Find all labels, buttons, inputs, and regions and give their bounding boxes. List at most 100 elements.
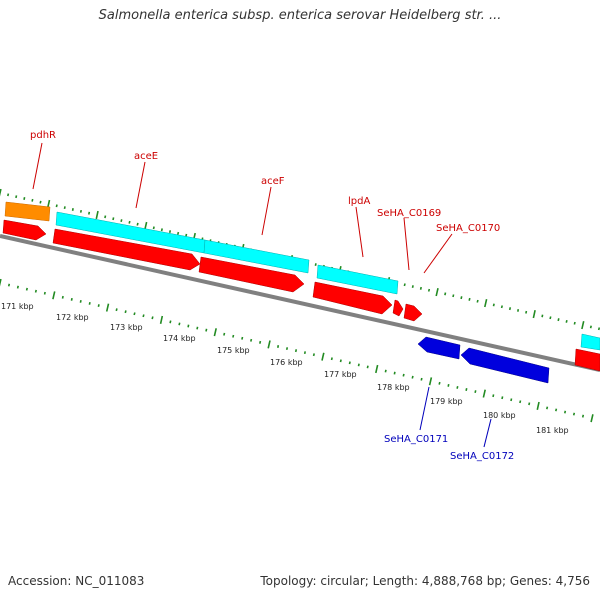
minor-tick (168, 230, 172, 233)
feature-bar-right[interactable] (580, 333, 600, 351)
minor-tick (88, 302, 91, 305)
minor-tick (572, 412, 576, 416)
feature-bar-lpdA[interactable] (316, 264, 399, 295)
leader-SeHA_C0171 (419, 386, 430, 431)
minor-tick (339, 359, 342, 363)
minor-tick (112, 217, 115, 221)
minor-tick (517, 309, 520, 312)
minor-tick (528, 402, 531, 406)
major-tick (159, 315, 164, 324)
minor-tick (61, 295, 64, 299)
gene-label-SeHA_C0170[interactable]: SeHA_C0170 (436, 223, 500, 234)
cds-arrow-pdhR[interactable] (2, 219, 47, 241)
kbp-label: 178 kbp (377, 383, 410, 392)
minor-tick (223, 332, 226, 336)
kbp-label: 181 kbp (536, 426, 569, 435)
kbp-label: 171 kbp (1, 302, 34, 311)
cds-arrow-aceF[interactable] (198, 256, 305, 293)
minor-tick (589, 325, 592, 329)
minor-tick (25, 287, 28, 291)
major-tick (581, 321, 585, 330)
minor-tick (115, 308, 118, 312)
minor-tick (79, 209, 82, 213)
minor-tick (120, 219, 123, 222)
minor-tick (277, 345, 280, 348)
major-tick (267, 340, 271, 349)
leader-lpdA (355, 206, 364, 258)
cds-arrow-SeHA_C0171[interactable] (417, 336, 461, 360)
minor-tick (250, 338, 253, 342)
cds-arrow-right[interactable] (574, 348, 600, 372)
cds-arrow-SeHA_C0172[interactable] (460, 347, 550, 384)
minor-tick (357, 363, 360, 367)
leader-SeHA_C0169 (403, 217, 410, 271)
kbp-label: 174 kbp (163, 334, 196, 343)
minor-tick (303, 351, 306, 355)
minor-tick (185, 233, 188, 237)
minor-tick (564, 410, 567, 414)
minor-tick (7, 193, 10, 197)
misc-feature-bar[interactable] (4, 201, 51, 222)
kbp-label: 172 kbp (56, 313, 89, 322)
gene-label-lpdA[interactable]: lpdA (348, 196, 370, 207)
minor-tick (427, 288, 431, 292)
minor-tick (196, 326, 199, 330)
gene-label-SeHA_C0169[interactable]: SeHA_C0169 (377, 208, 441, 219)
minor-tick (241, 336, 244, 340)
minor-tick (128, 220, 131, 224)
cds-arrow-SeHA_C0170[interactable] (403, 303, 423, 322)
minor-tick (136, 222, 139, 226)
minor-tick (31, 198, 34, 202)
minor-tick (160, 228, 163, 232)
major-tick (532, 310, 536, 319)
minor-tick (500, 305, 503, 309)
minor-tick (525, 310, 528, 314)
major-tick (435, 288, 439, 297)
cds-arrow-SeHA_C0169[interactable] (392, 299, 404, 317)
genome-backbone (0, 234, 600, 372)
major-tick (0, 188, 2, 197)
gene-label-aceE[interactable]: aceE (134, 151, 158, 162)
minor-tick (63, 206, 66, 210)
feature-bar-aceF[interactable] (203, 239, 310, 274)
cds-arrow-lpdA[interactable] (312, 281, 393, 315)
topology-summary: Topology: circular; Length: 4,888,768 bp… (260, 574, 590, 588)
major-tick (484, 299, 488, 308)
minor-tick (55, 204, 58, 208)
minor-tick (419, 286, 422, 290)
kbp-label: 175 kbp (217, 346, 250, 355)
minor-tick (420, 377, 423, 381)
cds-arrow-aceE[interactable] (52, 228, 201, 271)
gene-label-aceF[interactable]: aceF (261, 176, 285, 187)
minor-tick (348, 361, 351, 365)
leader-aceE (135, 161, 146, 209)
minor-tick (452, 294, 455, 298)
gene-label-pdhR[interactable]: pdhR (30, 130, 56, 141)
minor-tick (23, 197, 26, 200)
minor-tick (581, 414, 585, 418)
major-tick (482, 389, 486, 398)
minor-tick (259, 340, 262, 344)
gene-label-SeHA_C0171[interactable]: SeHA_C0171 (384, 434, 448, 445)
minor-tick (555, 408, 558, 412)
kbp-label: 173 kbp (110, 323, 143, 332)
minor-tick (187, 324, 190, 328)
minor-tick (438, 381, 441, 385)
minor-tick (169, 320, 172, 324)
minor-tick (384, 369, 387, 373)
minor-tick (546, 406, 549, 410)
minor-tick (573, 321, 576, 325)
minor-tick (447, 383, 450, 387)
minor-tick (39, 200, 42, 204)
minor-tick (151, 316, 154, 320)
minor-tick (549, 316, 552, 320)
leader-aceF (261, 186, 272, 236)
gene-label-SeHA_C0172[interactable]: SeHA_C0172 (450, 451, 514, 462)
minor-tick (565, 320, 568, 323)
major-tick (213, 328, 217, 337)
minor-tick (104, 215, 107, 219)
major-tick (590, 414, 594, 423)
kbp-label: 177 kbp (324, 370, 357, 379)
minor-tick (403, 283, 406, 287)
minor-tick (16, 285, 19, 289)
